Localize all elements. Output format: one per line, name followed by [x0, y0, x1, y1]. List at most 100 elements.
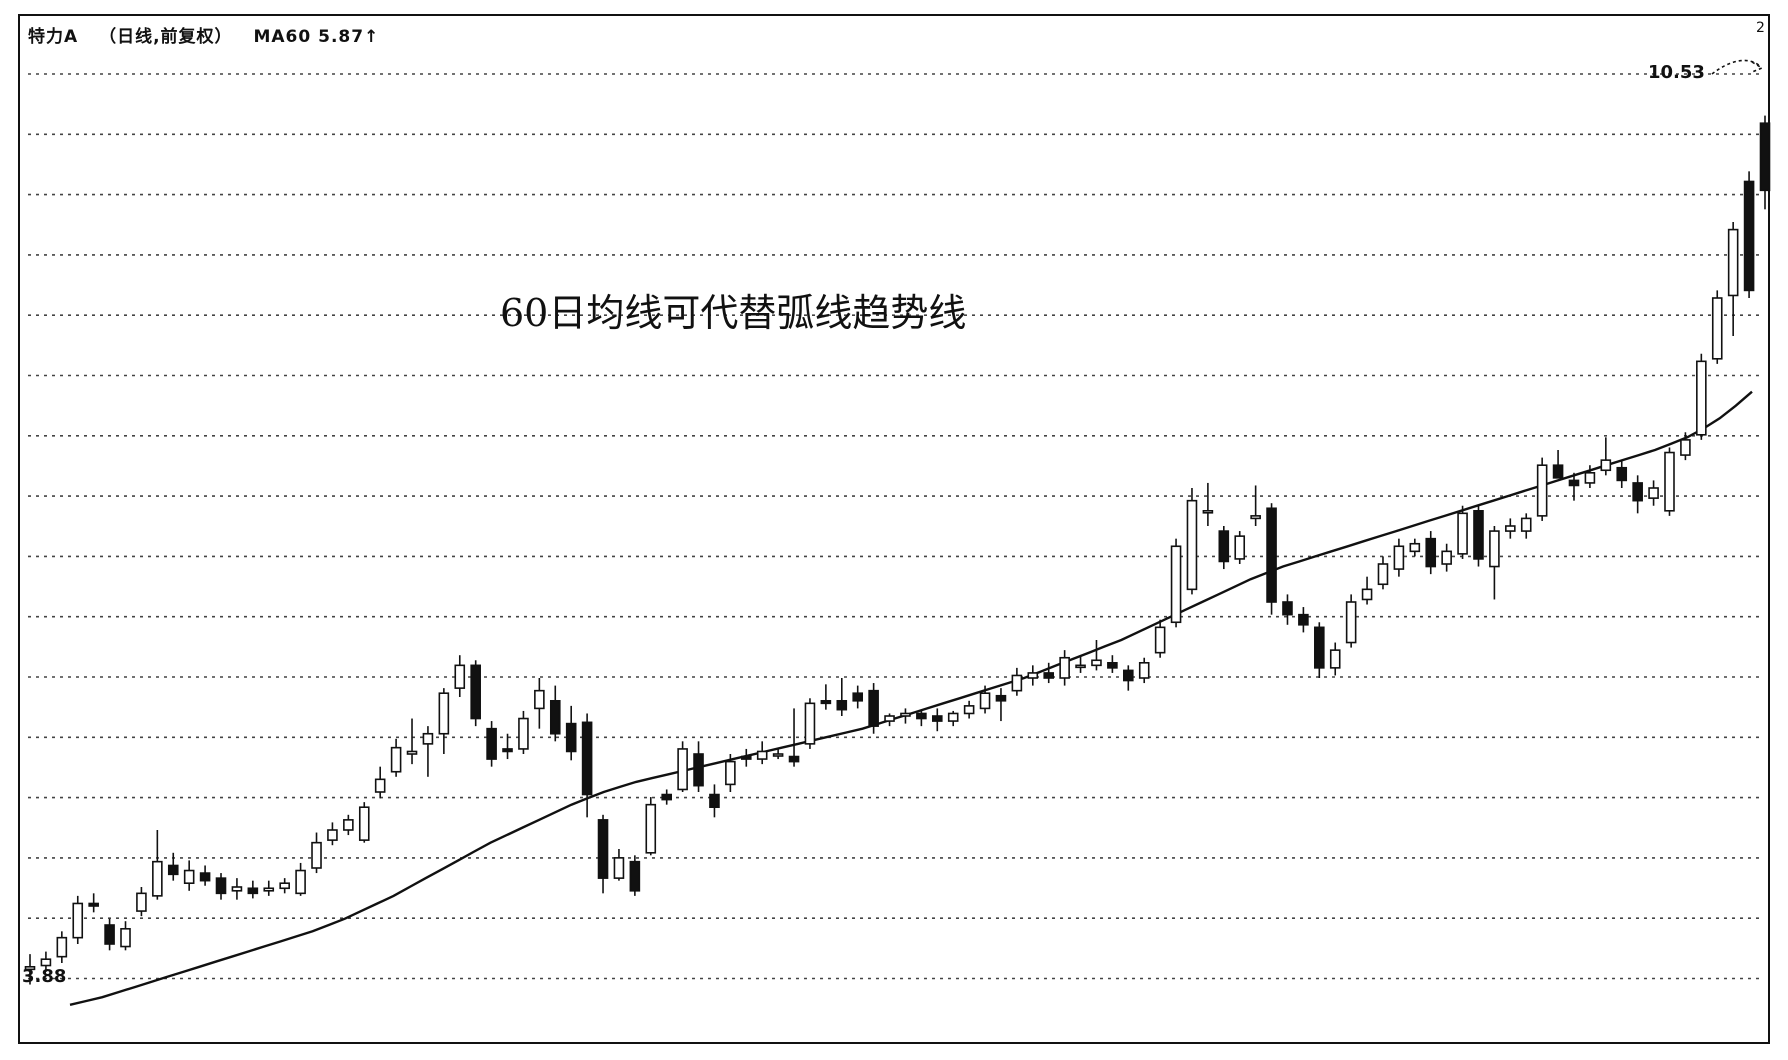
candle-body-up: [1600, 459, 1612, 472]
candle: [1664, 447, 1675, 516]
candle: [1393, 538, 1405, 577]
candle: [931, 708, 943, 732]
candle: [438, 688, 450, 754]
candle: [1027, 665, 1039, 686]
chart-frame: [18, 14, 1770, 1044]
candle-body-down: [1314, 626, 1325, 669]
candle-body-up: [884, 715, 895, 722]
candle-body-up: [72, 902, 84, 939]
candle: [1711, 290, 1723, 364]
candle: [295, 862, 306, 896]
candle-body-up: [1011, 674, 1023, 692]
candle: [1568, 472, 1580, 501]
candle-body-up: [613, 857, 625, 879]
candle: [788, 708, 800, 767]
candle: [1154, 619, 1166, 658]
candle: [279, 878, 290, 894]
candle: [565, 705, 577, 761]
candle-body-up: [295, 869, 306, 895]
candle-body-up: [1154, 626, 1166, 654]
candle: [215, 873, 227, 900]
candle: [1011, 667, 1023, 696]
candle-body-up: [1250, 515, 1261, 520]
candle: [1616, 460, 1628, 488]
candle-body-up: [772, 753, 784, 757]
candle-body-up: [1329, 649, 1341, 669]
candle: [152, 830, 163, 900]
candle: [327, 822, 338, 846]
candle-body-up: [1584, 471, 1596, 484]
candle-body-down: [1632, 482, 1643, 502]
candle: [597, 814, 609, 894]
candle-body-down: [581, 721, 593, 796]
candle-body-up: [979, 692, 991, 710]
candle: [422, 726, 434, 777]
candle-body-up: [1680, 439, 1691, 456]
candle-body-down: [1298, 613, 1309, 626]
candle: [88, 893, 99, 913]
candle: [963, 700, 975, 719]
candle-body-up: [534, 689, 545, 710]
candle: [104, 918, 115, 951]
candle: [1218, 526, 1230, 570]
candle: [979, 685, 991, 714]
candle: [1632, 475, 1643, 514]
candle: [1457, 505, 1468, 559]
candle-body-up: [947, 712, 959, 722]
candle: [916, 710, 927, 727]
candle: [1329, 642, 1341, 676]
candle-body-down: [1425, 537, 1437, 568]
candle-body-up: [725, 760, 736, 786]
candle-body-down: [1759, 122, 1771, 192]
candle: [1186, 488, 1198, 595]
candle-body-up: [1727, 228, 1739, 297]
candle: [1043, 662, 1055, 684]
candle-body-up: [120, 927, 131, 948]
candle: [549, 685, 561, 742]
candle-body-up: [804, 702, 816, 745]
candle-body-up: [1091, 659, 1102, 667]
candle-body-down: [995, 694, 1007, 702]
candle-body-up: [279, 882, 290, 890]
stock-name: 特力A: [28, 27, 79, 47]
candle: [740, 748, 752, 767]
candle: [868, 683, 879, 734]
candle: [1505, 518, 1516, 539]
candle-body-down: [1218, 530, 1230, 563]
candle: [1552, 450, 1564, 479]
candle-body-down: [1043, 672, 1055, 679]
candle-body-up: [963, 705, 975, 715]
candle: [1489, 526, 1500, 600]
candle-body-up: [136, 892, 147, 912]
candle-body-up: [1536, 464, 1548, 517]
candle-body-up: [1377, 563, 1389, 586]
candle-body-up: [343, 819, 354, 831]
period-label: （日线,前复权）: [99, 27, 233, 47]
candle-body-up: [1409, 542, 1421, 553]
candle-body-up: [183, 869, 195, 884]
candle: [1202, 482, 1214, 526]
candle: [1298, 607, 1309, 633]
candle-body-up: [152, 860, 163, 897]
candle-body-down: [199, 872, 211, 882]
candle-body-up: [422, 732, 434, 745]
candle-body-up: [1393, 545, 1405, 570]
candle-body-down: [167, 864, 179, 876]
candle-body-up: [327, 829, 338, 841]
chart-annotation: 60日均线可代替弧线趋势线: [500, 291, 967, 335]
candle: [1680, 432, 1691, 461]
candle-body-up: [1186, 499, 1198, 591]
candle: [518, 710, 529, 754]
candle-body-up: [1664, 451, 1675, 512]
candle-body-down: [1552, 464, 1564, 479]
candle: [1536, 457, 1548, 521]
candle-body-down: [1568, 479, 1580, 487]
candle-body-up: [677, 748, 688, 791]
candle-body-up: [24, 965, 36, 971]
candle-body-down: [629, 860, 641, 892]
candle-body-down: [1107, 661, 1118, 669]
candle-body-down: [1123, 669, 1134, 682]
candle: [709, 784, 720, 818]
candle: [534, 678, 545, 729]
candle-body-up: [1696, 360, 1707, 436]
